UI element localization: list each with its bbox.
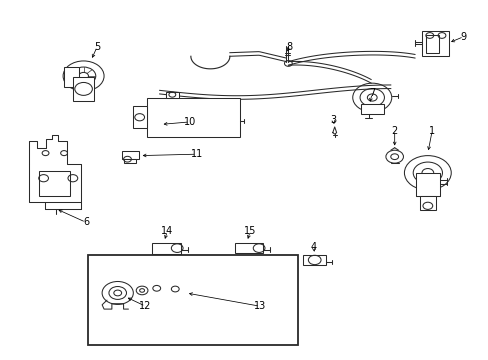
Bar	[415, 173, 439, 196]
Text: 14: 14	[161, 226, 173, 236]
Bar	[419, 196, 435, 211]
Bar	[88, 255, 298, 345]
Bar	[360, 104, 383, 114]
Text: 6: 6	[83, 217, 89, 227]
Bar	[166, 92, 178, 98]
Text: 15: 15	[244, 226, 256, 236]
Text: 5: 5	[94, 42, 100, 51]
Bar	[122, 151, 139, 159]
Bar	[303, 255, 326, 265]
Text: 12: 12	[139, 301, 151, 311]
Text: 4: 4	[310, 242, 316, 252]
Text: 11: 11	[190, 149, 203, 159]
Bar	[123, 159, 136, 163]
Bar	[133, 107, 147, 128]
Bar	[73, 77, 94, 101]
Text: 8: 8	[285, 42, 292, 51]
Text: 9: 9	[460, 32, 466, 41]
Bar	[147, 98, 239, 137]
Text: 3: 3	[329, 115, 336, 125]
Bar	[234, 243, 263, 253]
Text: 7: 7	[368, 88, 375, 98]
Text: 2: 2	[391, 126, 397, 135]
Bar	[426, 35, 438, 53]
Text: 10: 10	[183, 117, 196, 127]
Text: 13: 13	[253, 301, 265, 311]
Bar	[64, 67, 79, 87]
Text: 1: 1	[428, 126, 434, 135]
Bar	[152, 243, 181, 253]
Bar	[39, 171, 70, 196]
Bar	[422, 31, 448, 56]
